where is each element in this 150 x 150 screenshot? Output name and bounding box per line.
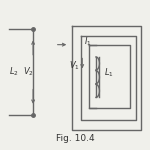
Text: $L_1$: $L_1$ <box>104 67 114 79</box>
Text: $L_2$: $L_2$ <box>9 66 19 78</box>
Text: $V_1$: $V_1$ <box>69 59 80 72</box>
Text: $I_1$: $I_1$ <box>84 36 91 48</box>
Text: Fig. 10.4: Fig. 10.4 <box>56 134 94 143</box>
Text: $V_2$: $V_2$ <box>23 66 33 78</box>
